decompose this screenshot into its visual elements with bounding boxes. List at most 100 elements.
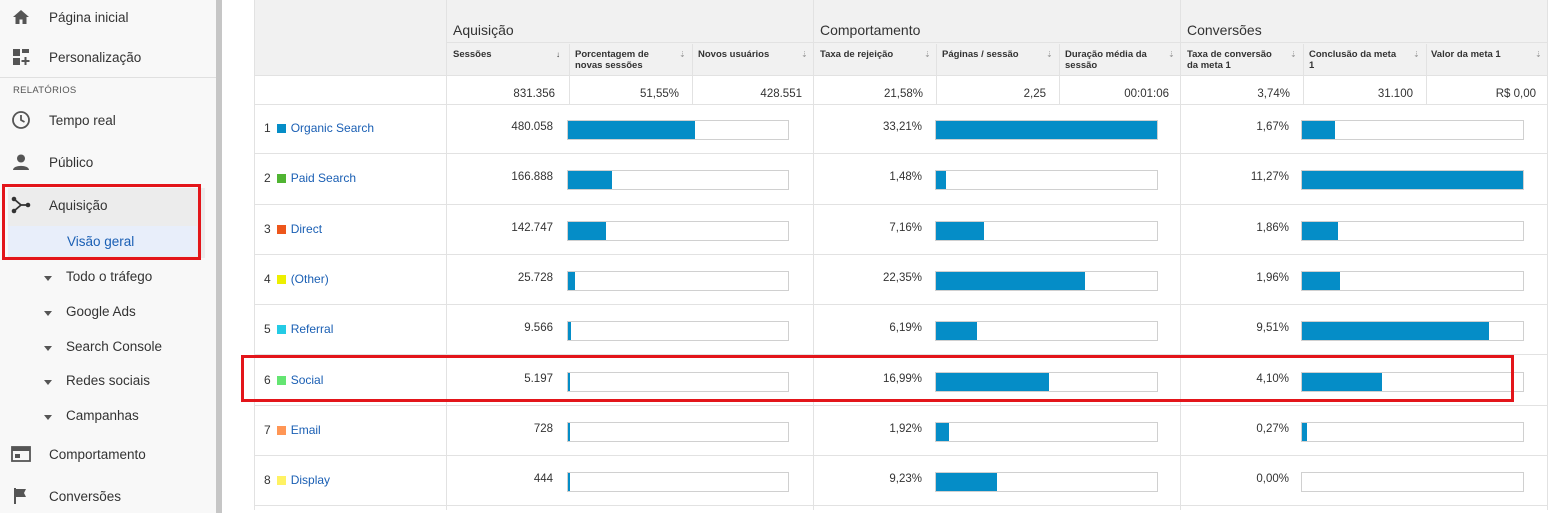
grid-line: [1426, 44, 1427, 105]
total-new-users: 428.551: [760, 88, 802, 100]
sidebar-divider: [0, 77, 216, 78]
total-sessions: 831.356: [513, 88, 555, 100]
total-goal-completions: 31.100: [1377, 88, 1413, 100]
sidebar-item-realtime[interactable]: Tempo real: [0, 103, 216, 137]
row-label: 7 Email: [264, 423, 321, 437]
header-goal-completions[interactable]: Conclusão da meta 1: [1309, 49, 1397, 71]
sessions-bar: [567, 170, 789, 191]
sort-icon[interactable]: ⇣: [1046, 50, 1053, 59]
cell-bounce-rate: 6,19%: [889, 322, 922, 335]
header-goal-value[interactable]: Valor da meta 1: [1431, 49, 1501, 60]
sidebar-item-customization[interactable]: Personalização: [0, 40, 216, 74]
sidebar-item-acquisition[interactable]: Aquisição: [0, 188, 216, 222]
grid-line: [254, 75, 1548, 76]
bar-fill: [568, 422, 570, 441]
total-bounce-rate: 21,58%: [883, 88, 923, 100]
sidebar-item-label: Google Ads: [66, 304, 136, 319]
grid-line: [254, 253, 1548, 255]
grid-line: [1059, 44, 1060, 105]
bounce-bar: [935, 321, 1158, 342]
header-bounce-rate[interactable]: Taxa de rejeição: [820, 49, 894, 60]
cell-conv-rate: 0,27%: [1256, 422, 1289, 435]
bounce-bar: [935, 170, 1158, 191]
sidebar-item-social-networks[interactable]: Redes sociais: [0, 366, 216, 396]
conv-bar: [1301, 321, 1524, 342]
table-row: 2 Paid Search 166.888 1,48% 11,27%: [254, 154, 1548, 205]
row-index: 4: [264, 271, 271, 286]
channel-link[interactable]: (Other): [290, 271, 329, 286]
group-title-behavior: Comportamento: [820, 22, 921, 38]
conv-bar: [1301, 270, 1524, 291]
row-label: 6 Social: [264, 373, 323, 387]
sort-icon[interactable]: ⇣: [679, 50, 686, 59]
channel-link[interactable]: Display: [290, 473, 331, 488]
sidebar-item-acquisition-overview[interactable]: Visão geral: [8, 226, 197, 256]
sort-icon[interactable]: ⇣: [924, 50, 931, 59]
channel-link[interactable]: Organic Search: [290, 121, 375, 135]
header-new-sessions-pct[interactable]: Porcentagem de novas sessões: [575, 49, 649, 71]
totals-label-cell: [254, 75, 447, 105]
row-label: 4 (Other): [264, 272, 329, 286]
sidebar-item-campaigns[interactable]: Campanhas: [0, 401, 216, 431]
sidebar-item-label: Redes sociais: [66, 373, 151, 388]
highlight-box-social-row: [241, 355, 1514, 402]
bar-fill: [1302, 121, 1335, 139]
grid-line: [254, 0, 255, 510]
sessions-bar: [567, 371, 789, 392]
conv-bar: [1301, 421, 1524, 442]
sidebar-item-search-console[interactable]: Search Console: [0, 332, 216, 362]
cell-conv-rate: 1,96%: [1256, 271, 1289, 284]
conv-bar: [1301, 472, 1524, 493]
bar-fill: [936, 322, 978, 341]
bar-fill: [568, 372, 570, 391]
cell-conv-rate: 11,27%: [1250, 171, 1289, 184]
cell-sessions: 728: [533, 422, 553, 435]
header-avg-duration[interactable]: Duração média da sessão: [1065, 49, 1147, 71]
cell-conv-rate: 1,67%: [1256, 121, 1289, 133]
header-new-users[interactable]: Novos usuários: [698, 49, 770, 60]
chevron-down-icon: [44, 415, 52, 420]
channel-link[interactable]: Email: [290, 422, 321, 437]
sort-icon[interactable]: ⇣: [1168, 50, 1175, 59]
sidebar-scrollbar[interactable]: [216, 0, 222, 513]
row-label: 8 Display: [264, 473, 330, 487]
header-pages-per-session[interactable]: Páginas / sessão: [942, 49, 1019, 60]
sidebar-item-conversions[interactable]: Conversões: [0, 479, 216, 513]
cell-bounce-rate: 7,16%: [889, 221, 922, 234]
cell-conv-rate: 4,10%: [1256, 372, 1289, 385]
grid-line: [569, 44, 570, 105]
bounce-bar: [935, 220, 1158, 241]
table-row: 6 Social 5.197 16,99% 4,10%: [254, 356, 1548, 406]
channel-link[interactable]: Paid Search: [290, 171, 357, 186]
header-sessions[interactable]: Sessões: [453, 49, 492, 60]
channel-link[interactable]: Direct: [290, 221, 323, 236]
conv-bar: [1301, 220, 1524, 241]
sidebar-item-all-traffic[interactable]: Todo o tráfego: [0, 262, 216, 292]
cell-sessions: 166.888: [511, 171, 553, 184]
sort-icon[interactable]: ⇣: [801, 50, 808, 59]
bar-fill: [936, 171, 946, 190]
bar-fill: [568, 171, 613, 190]
channel-link[interactable]: Social: [290, 372, 324, 387]
bounce-bar: [935, 472, 1158, 493]
bar-fill: [568, 473, 570, 492]
sidebar-item-behavior[interactable]: Comportamento: [0, 437, 216, 471]
header-conv-rate[interactable]: Taxa de conversão da meta 1: [1187, 49, 1272, 71]
sort-icon[interactable]: ⇣: [1413, 50, 1420, 59]
table-row: 7 Email 728 1,92% 0,27%: [254, 406, 1548, 457]
flag-icon: [10, 485, 32, 507]
sort-icon[interactable]: ⇣: [1290, 50, 1297, 59]
sidebar-item-home[interactable]: Página inicial: [0, 0, 216, 34]
sidebar-item-google-ads[interactable]: Google Ads: [0, 297, 216, 327]
channel-link[interactable]: Referral: [290, 322, 334, 337]
sessions-bar: [567, 270, 789, 291]
legend-swatch: [276, 224, 286, 234]
row-index: 1: [264, 121, 271, 135]
grid-line: [254, 153, 1548, 155]
sidebar-item-audience[interactable]: Público: [0, 145, 216, 179]
sort-icon[interactable]: ⇣: [1535, 50, 1542, 59]
sort-desc-icon[interactable]: ↓: [556, 50, 560, 59]
legend-swatch: [276, 124, 286, 133]
chevron-down-icon: [44, 346, 52, 351]
grid-line: [936, 44, 937, 105]
